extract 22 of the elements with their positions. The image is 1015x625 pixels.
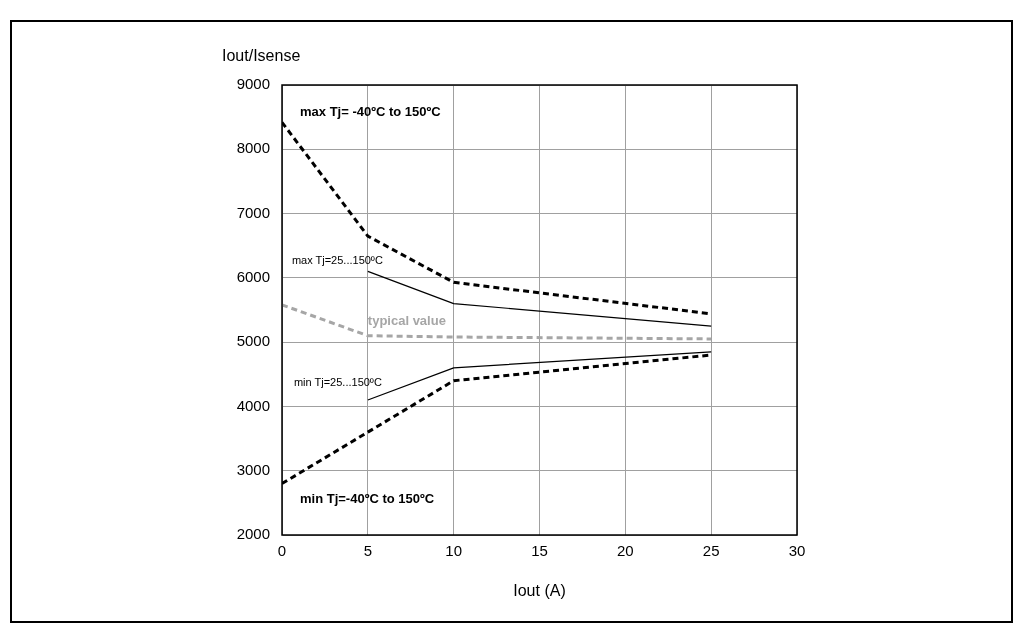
x-axis-title: Iout (A)	[513, 581, 566, 599]
x-tick-label: 15	[531, 542, 548, 560]
y-tick-label: 7000	[236, 203, 270, 221]
x-tick-label: 25	[702, 542, 720, 560]
y-tick-label: 5000	[236, 332, 270, 350]
series-label: typical value	[367, 313, 446, 329]
y-tick-label: 6000	[236, 268, 270, 285]
x-tick-label: 0	[277, 542, 287, 560]
x-tick-label: 10	[445, 542, 463, 560]
series-label: min Tj=-40ºC to 150ºC	[300, 491, 435, 507]
series-label: min Tj=25...150ºC	[293, 376, 382, 389]
y-tick-label: 3000	[236, 460, 270, 478]
y-axis-title: Iout/Isense	[222, 47, 301, 65]
x-tick-label: 20	[616, 542, 634, 560]
x-tick-label: 30	[788, 542, 806, 560]
y-tick-label: 8000	[236, 139, 270, 157]
y-tick-label: 9000	[236, 75, 270, 93]
y-tick-label: 4000	[236, 396, 270, 414]
y-tick-label: 2000	[236, 525, 270, 543]
series-label: max Tj=25...150ºC	[291, 254, 383, 267]
x-tick-label: 5	[363, 542, 373, 560]
series-label: max Tj= -40ºC to 150ºC	[300, 103, 442, 119]
